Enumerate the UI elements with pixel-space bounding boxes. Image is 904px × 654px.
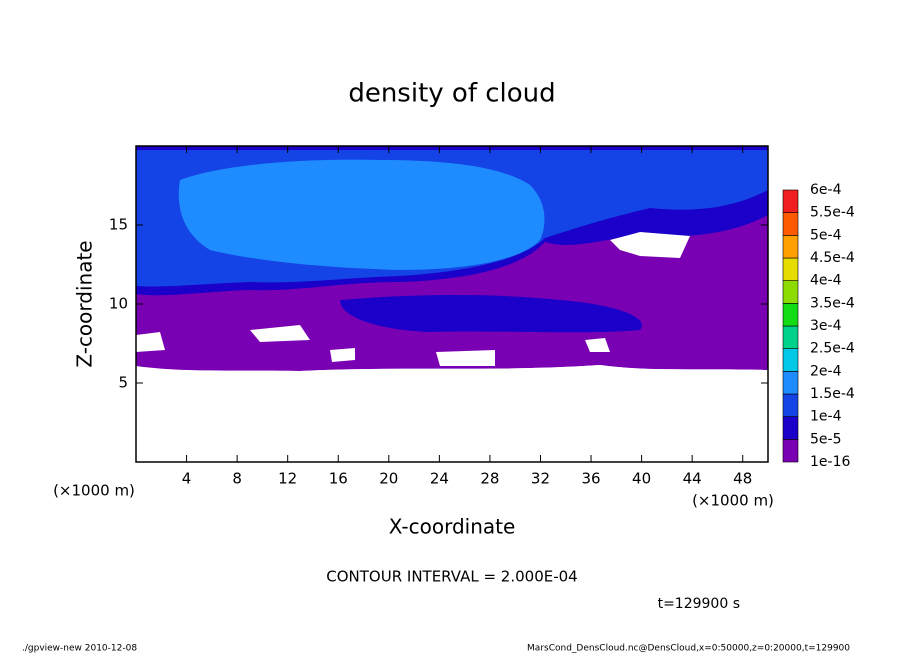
colorbar-box bbox=[782, 257, 799, 281]
x-tick-label: 20 bbox=[379, 470, 398, 488]
colorbar-box bbox=[782, 212, 799, 236]
x-tick-label: 40 bbox=[632, 470, 651, 488]
field-hole bbox=[330, 348, 355, 362]
x-tick-label: 8 bbox=[232, 470, 242, 488]
field-hole bbox=[136, 332, 165, 352]
x-tick-label: 36 bbox=[581, 470, 600, 488]
colorbar-box bbox=[782, 393, 799, 417]
colorbar-box bbox=[782, 189, 799, 213]
footer-left: ./gpview-new 2010-12-08 bbox=[22, 644, 137, 654]
x-tick-label: 44 bbox=[683, 470, 702, 488]
x-tick-label: 32 bbox=[531, 470, 550, 488]
y-tick-label: 5 bbox=[118, 374, 128, 392]
x-tick-label: 48 bbox=[733, 470, 752, 488]
field-darkblue-2 bbox=[340, 295, 642, 333]
field-hole bbox=[585, 338, 610, 352]
time-label: t=129900 s bbox=[658, 596, 740, 612]
colorbar-label: 1.5e-4 bbox=[810, 386, 855, 402]
field-hole bbox=[250, 325, 310, 342]
chart-title: density of cloud bbox=[348, 79, 555, 109]
y-tick-label: 10 bbox=[109, 295, 128, 313]
colorbar-label: 1e-4 bbox=[810, 409, 842, 425]
colorbar-box bbox=[782, 325, 799, 349]
colorbar-label: 3.5e-4 bbox=[810, 295, 855, 311]
x-tick-label: 28 bbox=[480, 470, 499, 488]
colorbar-label: 6e-4 bbox=[810, 182, 842, 198]
colorbar-label: 2e-4 bbox=[810, 363, 842, 379]
y-axis-label: Z-coordinate bbox=[73, 240, 97, 367]
colorbar-box bbox=[782, 416, 799, 440]
colorbar-box bbox=[782, 348, 799, 372]
colorbar-box bbox=[782, 280, 799, 304]
colorbar-label: 5e-5 bbox=[810, 431, 841, 447]
colorbar-label: 4e-4 bbox=[810, 273, 842, 289]
colorbar-box bbox=[782, 371, 799, 395]
field-lightblue bbox=[178, 159, 545, 270]
y-unit: (×1000 m) bbox=[53, 482, 135, 500]
contour-field bbox=[136, 146, 768, 462]
contour-interval: CONTOUR INTERVAL = 2.000E-04 bbox=[326, 568, 577, 586]
x-tick-label: 16 bbox=[329, 470, 348, 488]
colorbar-label: 1e-16 bbox=[810, 454, 850, 470]
field-hole bbox=[436, 350, 495, 366]
x-tick-label: 24 bbox=[430, 470, 449, 488]
field-hole bbox=[610, 232, 690, 258]
field-empty bbox=[136, 365, 768, 462]
colorbar-box bbox=[782, 235, 799, 259]
y-tick-label: 15 bbox=[109, 216, 128, 234]
colorbar-label: 5.5e-4 bbox=[810, 205, 855, 221]
x-axis-label: X-coordinate bbox=[389, 515, 516, 539]
x-unit: (×1000 m) bbox=[692, 492, 774, 510]
colorbar-box bbox=[782, 439, 799, 463]
x-tick-label: 4 bbox=[182, 470, 192, 488]
colorbar-label: 3e-4 bbox=[810, 318, 842, 334]
footer-right: MarsCond_DensCloud.nc@DensCloud,x=0:5000… bbox=[527, 644, 850, 654]
colorbar-label: 2.5e-4 bbox=[810, 341, 855, 357]
colorbar-label: 5e-4 bbox=[810, 227, 842, 243]
colorbar-label: 4.5e-4 bbox=[810, 250, 855, 266]
x-tick-label: 12 bbox=[278, 470, 297, 488]
colorbar-box bbox=[782, 303, 799, 327]
